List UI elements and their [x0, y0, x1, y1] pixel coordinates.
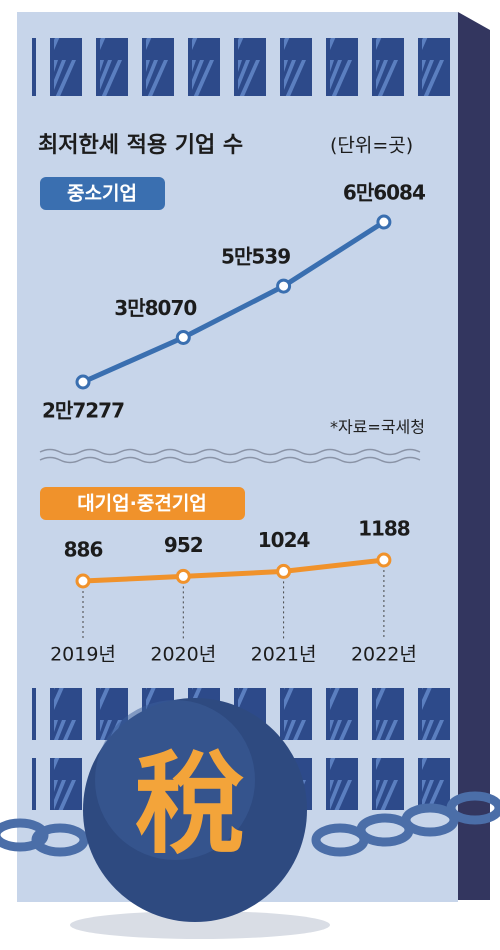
value-label: 6만6084	[343, 181, 425, 205]
value-label: 1188	[358, 517, 410, 541]
shadow	[70, 911, 330, 939]
windows	[32, 38, 452, 96]
value-label: 886	[64, 538, 103, 562]
point	[276, 278, 292, 294]
point	[75, 374, 91, 390]
legend-badge	[40, 487, 245, 520]
point	[75, 573, 91, 589]
legend-label: 대기업·중견기업	[77, 493, 207, 515]
tax-character: 稅	[135, 740, 245, 868]
x-tick-label: 2019년	[50, 644, 116, 666]
point	[376, 552, 392, 568]
source: *자료=국세청	[330, 418, 425, 437]
building-side	[458, 12, 490, 900]
x-tick-label: 2020년	[150, 644, 216, 666]
chain	[0, 791, 500, 857]
legend-label: 중소기업	[67, 183, 137, 205]
series-line	[81, 219, 386, 385]
legend-badge	[40, 177, 165, 210]
point	[376, 214, 392, 230]
ball-highlight	[95, 700, 255, 860]
value-label: 2만7277	[42, 399, 124, 423]
x-tick-label: 2021년	[251, 644, 317, 666]
chart-title: 최저한세 적용 기업 수	[38, 133, 243, 158]
point	[175, 568, 191, 584]
value-label: 5만539	[221, 245, 290, 269]
value-label: 1024	[258, 528, 310, 552]
x-tick-label: 2022년	[351, 644, 417, 666]
divider	[39, 448, 421, 464]
value-label: 952	[164, 533, 203, 557]
point	[175, 330, 191, 346]
point	[276, 563, 292, 579]
series-line	[82, 557, 385, 584]
unit: (단위=곳)	[330, 135, 413, 157]
value-label: 3만8070	[114, 296, 196, 320]
